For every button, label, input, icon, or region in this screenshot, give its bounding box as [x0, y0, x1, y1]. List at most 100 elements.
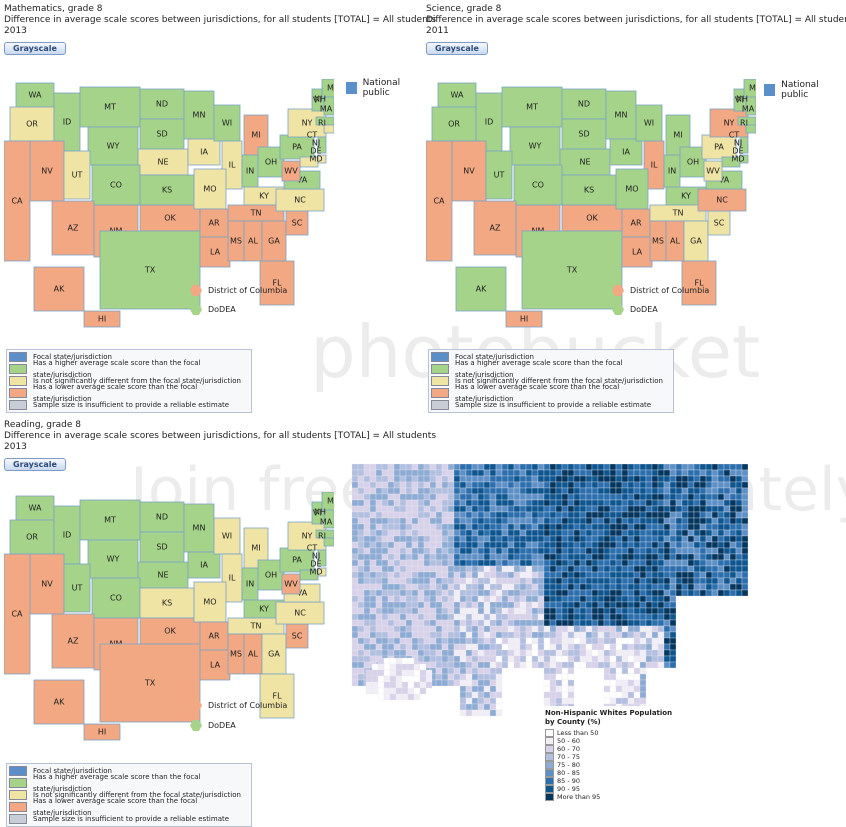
state-nd[interactable]	[561, 88, 607, 120]
state-wi[interactable]	[635, 104, 663, 142]
county-cell	[669, 661, 677, 669]
state-me[interactable]	[743, 79, 756, 98]
state-ks[interactable]	[139, 587, 195, 619]
state-ca[interactable]	[4, 553, 31, 675]
state-hi[interactable]	[83, 310, 121, 328]
state-fl[interactable]	[681, 260, 717, 306]
state-ut[interactable]	[485, 150, 513, 200]
state-ga[interactable]	[683, 220, 709, 262]
state-ak[interactable]	[455, 266, 507, 312]
state-ak[interactable]	[33, 679, 85, 725]
state-la[interactable]	[199, 236, 231, 268]
county-cell	[363, 487, 371, 495]
county-cell	[399, 637, 407, 645]
county-cell	[441, 517, 449, 525]
state-wa[interactable]	[437, 82, 477, 108]
state-nj[interactable]	[317, 136, 327, 154]
state-ia[interactable]	[609, 138, 643, 166]
state-nj[interactable]	[739, 136, 749, 154]
state-wv[interactable]	[703, 160, 723, 182]
state-mo[interactable]	[193, 581, 227, 623]
state-mt[interactable]	[501, 86, 563, 128]
state-ny[interactable]	[287, 521, 327, 551]
state-az[interactable]	[473, 200, 517, 256]
county-cell	[543, 499, 551, 507]
state-nj[interactable]	[317, 549, 327, 567]
state-tx[interactable]	[99, 230, 201, 310]
state-wy[interactable]	[87, 126, 139, 166]
state-co[interactable]	[91, 577, 141, 619]
state-az[interactable]	[51, 200, 95, 256]
state-mo[interactable]	[615, 168, 649, 210]
state-tx[interactable]	[99, 643, 201, 723]
state-ar[interactable]	[621, 208, 651, 238]
state-mt[interactable]	[79, 86, 141, 128]
state-nv[interactable]	[29, 553, 65, 615]
state-ks[interactable]	[561, 174, 617, 206]
state-mn[interactable]	[183, 503, 215, 553]
state-or[interactable]	[431, 106, 477, 142]
state-ok[interactable]	[139, 204, 201, 232]
state-la[interactable]	[621, 236, 653, 268]
county-cell	[633, 511, 641, 519]
state-ia[interactable]	[187, 551, 221, 579]
state-me[interactable]	[321, 492, 334, 511]
county-cell	[411, 541, 419, 549]
county-cell	[387, 493, 395, 501]
state-sd[interactable]	[139, 118, 185, 150]
state-ak[interactable]	[33, 266, 85, 312]
grayscale-button[interactable]: Grayscale	[4, 458, 66, 471]
state-sd[interactable]	[139, 531, 185, 563]
state-ct[interactable]	[745, 124, 756, 134]
county-cell	[435, 589, 443, 597]
population-bin-label: 80 - 85	[557, 769, 581, 777]
state-ct[interactable]	[323, 124, 334, 134]
county-cell	[381, 547, 389, 555]
county-cell	[651, 577, 659, 585]
state-wv[interactable]	[281, 160, 301, 182]
state-ok[interactable]	[139, 617, 201, 645]
state-ne[interactable]	[137, 561, 189, 589]
state-ks[interactable]	[139, 174, 195, 206]
state-fl[interactable]	[259, 260, 295, 306]
state-tx[interactable]	[521, 230, 623, 310]
state-co[interactable]	[513, 164, 563, 206]
state-wy[interactable]	[509, 126, 561, 166]
state-wv[interactable]	[281, 573, 301, 595]
county-cell	[411, 559, 419, 567]
state-hi[interactable]	[83, 723, 121, 741]
state-ok[interactable]	[561, 204, 623, 232]
state-nd[interactable]	[139, 88, 185, 120]
state-ut[interactable]	[63, 150, 91, 200]
state-me[interactable]	[321, 79, 334, 98]
state-mn[interactable]	[605, 90, 637, 140]
state-wy[interactable]	[87, 539, 139, 579]
state-ne[interactable]	[137, 148, 189, 176]
county-cell	[389, 657, 397, 665]
county-cell	[729, 565, 737, 573]
state-mo[interactable]	[193, 168, 227, 210]
grayscale-button[interactable]: Grayscale	[4, 42, 66, 55]
state-ca[interactable]	[426, 140, 453, 262]
state-label: NH	[314, 95, 326, 104]
state-ca[interactable]	[4, 140, 31, 262]
county-cell	[477, 487, 485, 495]
state-pa[interactable]	[279, 134, 315, 160]
state-or[interactable]	[9, 519, 55, 555]
county-cell	[501, 529, 509, 537]
state-pa[interactable]	[701, 134, 737, 160]
state-ut[interactable]	[63, 563, 91, 613]
state-ct[interactable]	[323, 537, 334, 547]
state-mt[interactable]	[79, 499, 141, 541]
county-cell	[525, 613, 533, 621]
state-fl[interactable]	[259, 673, 295, 719]
state-ga[interactable]	[261, 633, 287, 675]
state-sd[interactable]	[561, 118, 607, 150]
state-id[interactable]	[475, 92, 503, 152]
county-cell	[717, 565, 725, 573]
county-cell	[441, 571, 449, 579]
state-label: GA	[268, 650, 280, 659]
state-hi[interactable]	[505, 310, 543, 328]
state-ia[interactable]	[187, 138, 221, 166]
grayscale-button[interactable]: Grayscale	[426, 42, 488, 55]
